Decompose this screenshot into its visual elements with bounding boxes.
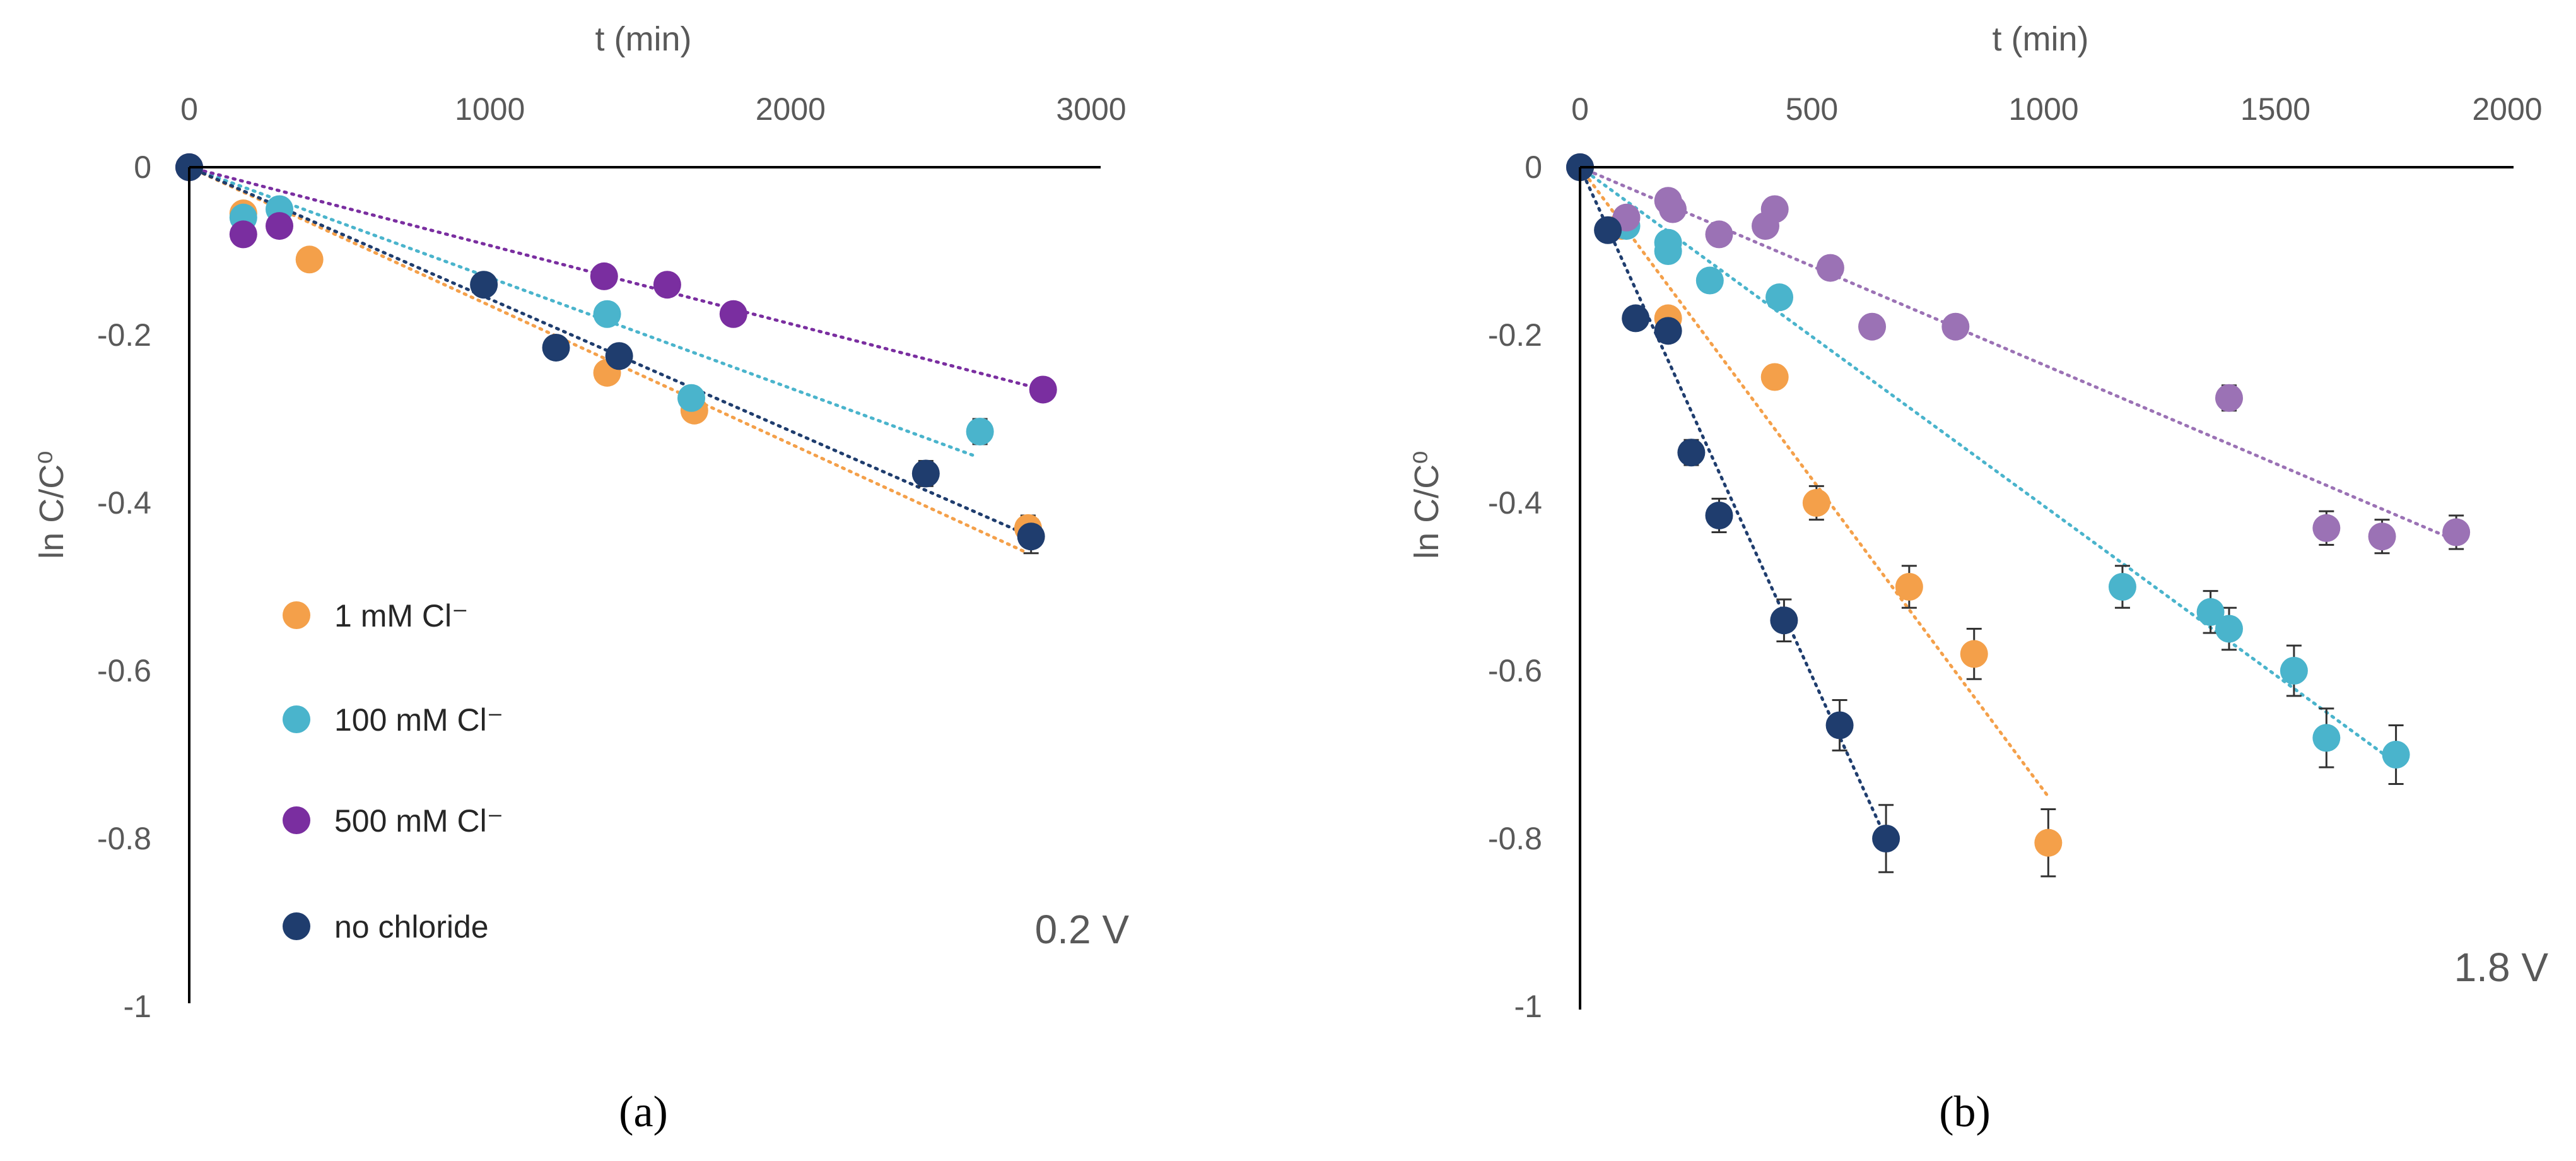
y-tick-label: -1	[1514, 989, 1542, 1024]
x-tick-label: 0	[1571, 91, 1589, 127]
data-point-500mM	[653, 271, 681, 299]
y-tick-label: -0.8	[1488, 821, 1542, 856]
y-tick-label: -0.2	[97, 317, 151, 353]
data-point-100mM	[1765, 283, 1794, 312]
data-point-500mM	[719, 300, 747, 328]
data-point-500mM	[1760, 195, 1789, 223]
data-point-none	[1677, 439, 1706, 467]
x-tick-label: 1500	[2240, 91, 2310, 127]
voltage-label: 1.8 V	[2454, 945, 2549, 990]
x-tick-label: 3000	[1056, 91, 1126, 127]
legend-marker-1mM	[283, 601, 310, 629]
data-point-100mM	[2382, 741, 2410, 769]
x-axis-title: t (min)	[1993, 20, 2089, 58]
data-point-1mM	[1760, 363, 1789, 391]
data-point-none	[1770, 606, 1798, 635]
x-tick-label: 1000	[455, 91, 525, 127]
data-point-none	[1622, 304, 1650, 333]
legend-label-100mM: 100 mM Cl⁻	[334, 702, 503, 738]
data-point-100mM	[2312, 724, 2341, 752]
legend-label-none: no chloride	[334, 909, 489, 945]
data-point-100mM	[2108, 573, 2136, 601]
x-axis-title: t (min)	[595, 20, 692, 58]
y-tick-label: -1	[124, 989, 151, 1024]
legend-marker-500mM	[283, 806, 310, 834]
data-point-500mM	[590, 262, 618, 290]
data-point-500mM	[2215, 384, 2243, 412]
trendline-100mM	[187, 165, 979, 459]
data-point-100mM	[2196, 598, 2225, 626]
data-point-500mM	[1816, 254, 1844, 282]
data-point-none	[911, 459, 940, 488]
data-point-100mM	[677, 384, 706, 412]
data-point-500mM	[2368, 522, 2396, 551]
data-point-500mM	[1858, 312, 1887, 341]
data-point-none	[1017, 522, 1045, 551]
data-point-none	[1872, 825, 1900, 852]
x-tick-label: 1000	[2008, 91, 2078, 127]
panel-label-a: (a)	[619, 1088, 668, 1136]
voltage-label: 0.2 V	[1035, 907, 1130, 952]
y-tick-label: -0.8	[97, 821, 151, 856]
x-tick-label: 0	[180, 91, 198, 127]
data-point-500mM	[229, 220, 257, 249]
y-tick-label: 0	[134, 150, 151, 185]
legend-marker-none	[283, 912, 310, 940]
chart-panel-a: 0 1000 2000 3000 0 -0.2 -0.4 -0.6 -0.8 -1 t (min…	[33, 20, 1129, 1136]
y-tick-label: 0	[1525, 150, 1542, 185]
panel-label-b: (b)	[1939, 1088, 1991, 1136]
data-point-500mM	[1705, 220, 1733, 249]
legend-marker-100mM	[283, 705, 310, 733]
data-point-500mM	[2442, 518, 2471, 546]
data-point-none	[542, 333, 570, 362]
y-axis-title: ln C/C⁰	[1408, 451, 1446, 559]
data-point-500mM	[266, 212, 293, 240]
data-point-100mM	[2280, 657, 2308, 685]
y-tick-label: -0.4	[1488, 485, 1542, 521]
data-point-1mM	[1960, 640, 1988, 668]
y-tick-label: -0.2	[1488, 317, 1542, 353]
data-point-100mM	[2215, 615, 2243, 643]
data-point-100mM	[593, 300, 621, 328]
data-point-none	[1825, 711, 1854, 740]
data-point-1mM	[1895, 573, 1923, 601]
y-tick-label: -0.6	[1488, 653, 1542, 688]
data-point-none	[605, 342, 633, 370]
y-tick-label: -0.6	[97, 653, 151, 688]
data-point-500mM	[1659, 195, 1687, 223]
legend-label-1mM: 1 mM Cl⁻	[334, 598, 469, 634]
trendline-100mM	[1578, 165, 2398, 765]
data-point-none	[1654, 317, 1682, 345]
x-tick-label: 2000	[756, 91, 826, 127]
legend-label-500mM: 500 mM Cl⁻	[334, 803, 503, 839]
data-point-none	[470, 271, 498, 299]
y-tick-label: -0.4	[97, 485, 151, 521]
data-point-none	[1594, 216, 1622, 244]
data-point-500mM	[1941, 312, 1970, 341]
x-tick-label: 500	[1786, 91, 1838, 127]
data-point-100mM	[966, 417, 994, 445]
data-point-1mM	[2034, 828, 2063, 857]
data-point-500mM	[2312, 514, 2341, 542]
data-point-none	[1705, 501, 1733, 529]
trendline-1mM	[1578, 165, 2050, 798]
data-point-1mM	[295, 245, 324, 274]
x-tick-label: 2000	[2472, 91, 2542, 127]
chart-panel-b: 0 500 1000 1500 2000 0 -0.2 -0.4 -0.6 -0.8 -1 t (…	[1408, 20, 2548, 1136]
legend: 1 mM Cl⁻ 100 mM Cl⁻ 500 mM Cl⁻ no chlori…	[283, 598, 503, 945]
data-point-500mM	[1029, 375, 1057, 404]
data-point-1mM	[1802, 489, 1830, 517]
trendline-none	[187, 165, 1033, 538]
data-point-100mM	[1654, 237, 1682, 265]
data-point-100mM	[1695, 266, 1724, 295]
y-axis-title: ln C/C⁰	[33, 451, 71, 559]
